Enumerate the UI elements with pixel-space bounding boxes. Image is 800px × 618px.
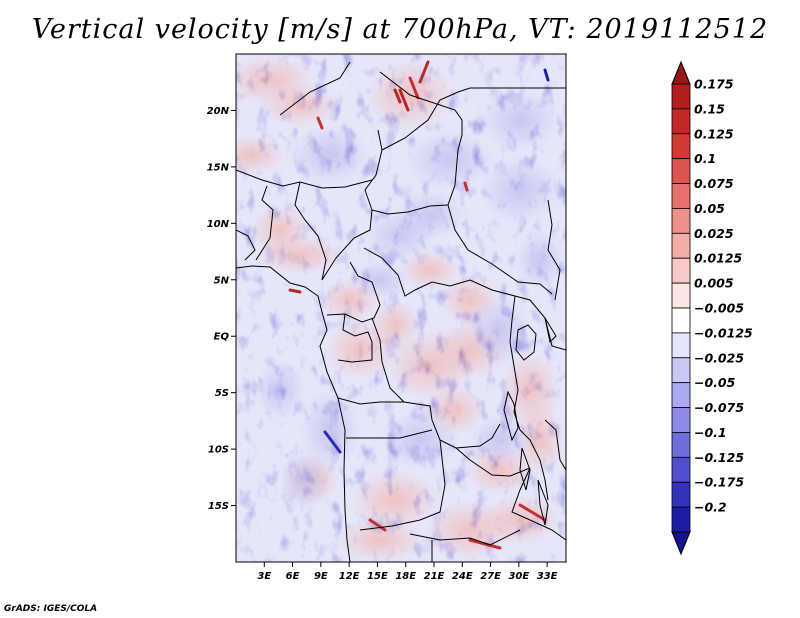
strong-motion-streak [543, 68, 550, 82]
colorbar-label: −0.025 [694, 350, 744, 365]
colorbar-swatch [671, 133, 691, 160]
colorbar-label: 0.05 [694, 201, 725, 216]
colorbar-label: −0.005 [694, 301, 744, 316]
lat-tick-label: 15N [207, 162, 230, 173]
strong-motion-streak [288, 288, 302, 294]
strong-motion-streak [368, 518, 387, 532]
strong-motion-streak [518, 503, 547, 522]
strong-motion-streak [323, 430, 342, 454]
colorbar-swatch [671, 208, 691, 234]
colorbar-swatch [671, 407, 691, 433]
colorbar-label: −0.175 [694, 475, 744, 490]
colorbar-swatch [671, 232, 691, 259]
colorbar-label: 0.075 [694, 176, 734, 191]
latitude-axis: 20N 15N 10N 5N EQ 5S 10S 15S [207, 106, 236, 512]
grads-credit: GrADS: IGES/COLA [4, 604, 98, 614]
colorbar-swatch [671, 332, 691, 359]
lon-tick-label: 15E [367, 571, 388, 582]
colorbar-swatch [671, 183, 691, 209]
lon-tick-label: 21E [424, 571, 445, 582]
colorbar-swatch [671, 158, 691, 184]
lon-tick-label: 24E [452, 571, 473, 582]
colorbar-swatch [671, 307, 691, 334]
lon-tick-label: 6E [286, 571, 300, 582]
colorbar-label: 0.1 [694, 151, 716, 166]
lon-tick-label: 9E [314, 571, 328, 582]
lon-tick-label: 3E [257, 571, 271, 582]
lat-tick-label: 10N [207, 219, 230, 230]
lon-tick-label: 33E [537, 571, 558, 582]
strong-motion-streak [468, 538, 502, 550]
lat-tick-label: 5N [214, 275, 230, 286]
colorbar-label: −0.2 [694, 500, 727, 515]
map-title: Vertical velocity [m/s] at 700hPa, VT: 2… [31, 14, 769, 45]
map-frame [235, 53, 567, 563]
longitude-axis: 3E 6E 9E 12E 15E 18E 21E 24E 27E 30E 33E [257, 562, 558, 582]
colorbar-label: −0.125 [694, 450, 744, 465]
country-borders [236, 61, 566, 562]
colorbar-swatch [671, 382, 691, 408]
colorbar-bottom-arrow [671, 531, 691, 556]
strong-motion-streak [398, 88, 410, 112]
velocity-field [236, 54, 566, 562]
colorbar-top-arrow [671, 60, 691, 85]
lon-tick-label: 27E [480, 571, 501, 582]
strong-motion-streak [316, 116, 324, 130]
colorbar-label: 0.125 [694, 126, 734, 141]
colorbar-label: −0.05 [694, 375, 736, 390]
colorbar-swatch [671, 481, 691, 508]
lat-tick-label: 5S [215, 388, 229, 399]
colorbar-swatch [671, 257, 691, 284]
colorbar-swatch [671, 83, 691, 110]
strong-motion-streak [408, 76, 420, 100]
lon-tick-label: 12E [339, 571, 360, 582]
lon-tick-label: 18E [395, 571, 416, 582]
colorbar-swatch [671, 282, 691, 309]
colorbar-swatch [671, 432, 691, 458]
lat-tick-label: EQ [214, 332, 230, 343]
colorbar-swatch [671, 506, 691, 533]
colorbar-label: 0.025 [694, 226, 734, 241]
colorbar-swatch [671, 108, 691, 135]
colorbar-label: 0.005 [694, 276, 734, 291]
lat-tick-label: 15S [208, 501, 229, 512]
colorbar: 0.175 0.15 0.125 0.1 0.075 0.05 0.025 0.0125 0.0… [671, 60, 753, 556]
colorbar-label: −0.1 [694, 425, 727, 440]
lat-tick-label: 10S [208, 445, 229, 456]
colorbar-swatch [671, 357, 691, 384]
colorbar-label: 0.0125 [694, 251, 743, 266]
colorbar-label: −0.0125 [694, 325, 753, 340]
colorbar-label: 0.175 [694, 77, 734, 92]
lon-tick-label: 30E [508, 571, 529, 582]
colorbar-label: 0.15 [694, 101, 725, 116]
strong-motion-streak [393, 88, 402, 104]
strong-motion-streak [418, 60, 430, 84]
lat-tick-label: 20N [207, 106, 230, 117]
lakes [503, 317, 557, 526]
strong-motion-streak [463, 181, 469, 192]
colorbar-label: −0.075 [694, 400, 744, 415]
colorbar-swatch [671, 456, 691, 483]
